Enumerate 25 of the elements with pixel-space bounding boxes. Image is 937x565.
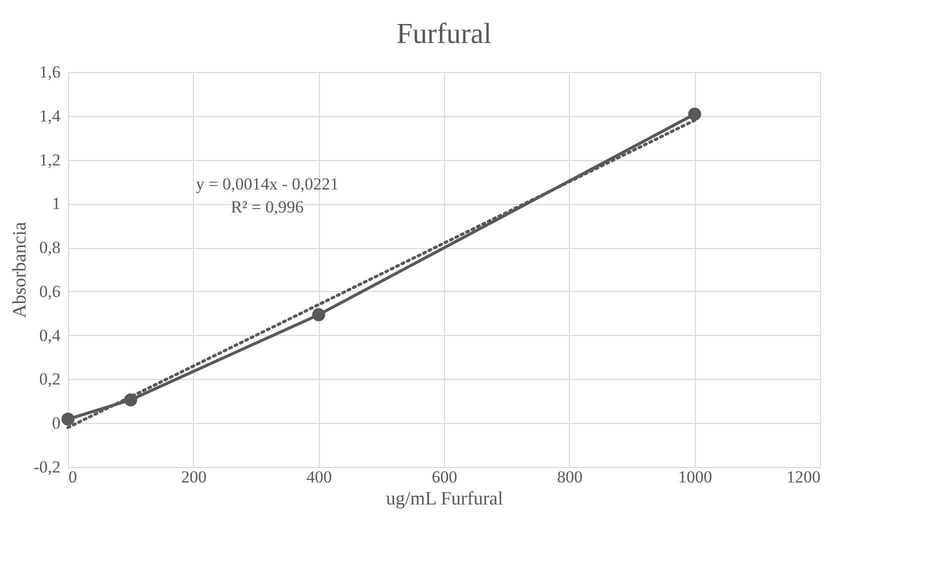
y-tick-label: 0,2 (39, 370, 60, 389)
y-tick-label: 0,6 (39, 282, 60, 301)
chart-title: Furfural (396, 18, 492, 50)
point (688, 108, 702, 121)
y-tick-label: 0,8 (39, 238, 60, 258)
x-tick-label: 800 (557, 468, 583, 486)
y-tick-label: 1 (52, 194, 60, 214)
annotation: y = 0,0014x - 0,0221 (196, 174, 339, 194)
x-tick-label: 200 (181, 468, 207, 486)
x-tick-label: 600 (432, 468, 458, 486)
y-tick-label: 1,4 (39, 106, 61, 126)
y-tick-label: -0,2 (34, 458, 60, 476)
y-tick-label: 1,2 (39, 150, 60, 170)
y-tick-label: 0 (52, 414, 60, 433)
x-tick-label: 1000 (678, 468, 712, 486)
point (61, 412, 75, 426)
y-tick-label: 1,6 (39, 62, 60, 82)
x-tick-label: 400 (306, 468, 332, 486)
x-tick-label: 1200 (786, 468, 820, 486)
point (312, 308, 326, 322)
x-tick-label: 0 (68, 468, 77, 486)
x-axis-title: ug/mL Furfural (386, 488, 503, 510)
y-tick-label: 0,4 (39, 326, 61, 345)
y-axis-title: Absorbancia (10, 221, 31, 318)
annotation: R² = 0,996 (230, 198, 304, 217)
